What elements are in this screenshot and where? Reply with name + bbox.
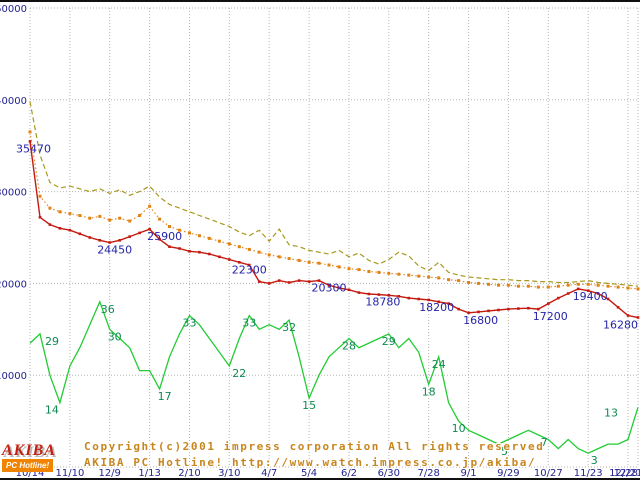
- count-annotation: 22: [232, 367, 246, 380]
- count-annotation: 17: [158, 390, 172, 403]
- y-axis-tick-label: 20000: [0, 279, 27, 290]
- x-axis-tick-label: 5/4: [301, 468, 317, 479]
- price-annotation: 18200: [419, 301, 454, 314]
- grid-lines: [29, 7, 639, 468]
- count-annotation: 14: [45, 404, 59, 417]
- count-annotation: 5: [501, 445, 508, 458]
- akiba-logo-subtitle: PC Hotline!: [2, 459, 54, 472]
- top-edge-line: [0, 0, 640, 2]
- y-axis-tick-label: 50000: [0, 4, 27, 15]
- copyright-line-2: AKIBA PC Hotline! http://www.watch.impre…: [84, 456, 537, 469]
- count-annotation: 29: [382, 335, 396, 348]
- x-axis-tick-label: 6/30: [378, 468, 400, 479]
- series-lowest-price: [28, 140, 640, 319]
- akiba-logo: AKIBA PC Hotline!: [2, 442, 84, 476]
- count-annotation: 24: [432, 358, 446, 371]
- count-annotation: 18: [422, 385, 436, 398]
- count-annotation: 33: [242, 317, 256, 330]
- x-axis-tick-label: 3/10: [218, 468, 240, 479]
- count-annotation: 29: [45, 335, 59, 348]
- price-annotation: 35470: [16, 142, 51, 155]
- count-annotation: 13: [604, 406, 618, 419]
- price-annotation: 25900: [147, 230, 182, 243]
- y-axis-tick-label: 10000: [0, 371, 27, 382]
- price-annotation: 22300: [232, 263, 267, 276]
- count-annotation: 28: [342, 340, 356, 353]
- x-axis-tick-label: 12/21: [614, 468, 640, 479]
- count-annotation: 3: [591, 454, 598, 467]
- axis-tick-labels: 0100002000030000400005000010/1411/1012/9…: [0, 4, 640, 479]
- count-annotation: 36: [101, 303, 115, 316]
- series-average-price: [28, 130, 640, 291]
- x-axis-tick-label: 12/9: [98, 468, 120, 479]
- series-highest-price: [29, 101, 639, 287]
- x-axis-tick-label: 11/10: [55, 468, 84, 479]
- series-shop-count: [29, 300, 639, 454]
- price-annotation: 18780: [365, 296, 400, 309]
- x-axis-tick-label: 9/1: [461, 468, 477, 479]
- x-axis-tick-label: 4/7: [261, 468, 277, 479]
- price-annotation: 19400: [573, 290, 608, 303]
- bottom-edge-line: [0, 478, 640, 480]
- price-annotation: 16280: [603, 319, 638, 332]
- price-annotation: 24450: [97, 244, 132, 257]
- x-axis-tick-label: 10/14: [16, 468, 45, 479]
- count-annotation: 15: [302, 399, 316, 412]
- copyright-line-1: Copyright(c)2001 impress corporation All…: [84, 440, 545, 453]
- x-axis-tick-label: 6/2: [341, 468, 357, 479]
- price-annotation: 17200: [533, 310, 568, 323]
- x-axis-tick-label: 10/27: [534, 468, 563, 479]
- x-axis-tick-label: 11/23: [574, 468, 603, 479]
- count-annotation: 7: [541, 436, 548, 449]
- count-annotation: 32: [282, 321, 296, 334]
- y-axis-tick-label: 40000: [0, 96, 27, 107]
- x-axis-tick-label: 12/28: [609, 468, 638, 479]
- x-axis-tick-label: 1/13: [138, 468, 160, 479]
- x-axis-tick-label: 2/10: [178, 468, 200, 479]
- count-annotation: 30: [108, 330, 122, 343]
- count-annotation: 10: [452, 422, 466, 435]
- count-value-labels: 29 14 36 30 17 33 22 33 32 15 28 29 18 24 10 5 7 3 13: [45, 303, 618, 467]
- x-axis-tick-label: 7/28: [417, 468, 439, 479]
- price-annotation: 16800: [463, 314, 498, 327]
- price-value-labels: 35470 24450 25900 22300 20300 18780 18200 16800…: [16, 142, 638, 331]
- price-annotation: 20300: [312, 282, 347, 295]
- count-annotation: 33: [183, 317, 197, 330]
- x-axis-tick-label: 9/29: [497, 468, 519, 479]
- akiba-logo-title: AKIBA: [2, 442, 56, 459]
